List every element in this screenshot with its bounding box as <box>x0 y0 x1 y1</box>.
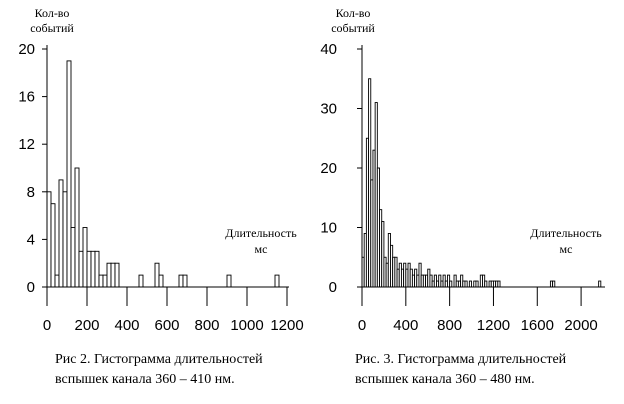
histogram-bar <box>54 274 60 288</box>
x-tick-label: 400 <box>114 317 139 334</box>
histogram-bar <box>497 280 501 288</box>
histogram-bar <box>598 280 602 288</box>
y-tick-label: 30 <box>320 101 337 118</box>
histogram-bar <box>468 280 472 288</box>
histogram-bar <box>74 167 80 288</box>
histogram-bar <box>50 203 56 288</box>
x-tick-label: 1200 <box>477 317 510 334</box>
y-tick-label: 0 <box>329 279 337 296</box>
histogram-bar <box>552 280 556 288</box>
x-tick-label: 1000 <box>230 317 263 334</box>
histogram-bar <box>90 250 96 288</box>
histogram-bar <box>449 280 453 288</box>
x-axis-label: мс <box>255 242 268 256</box>
histogram-bar <box>62 191 68 288</box>
y-axis-label: событий <box>331 21 375 35</box>
histogram-bar <box>110 262 116 288</box>
histogram-bar <box>70 227 76 288</box>
histogram-bar <box>274 274 280 288</box>
x-tick-label: 800 <box>194 317 219 334</box>
histogram-bar <box>98 274 104 288</box>
histogram-bar <box>484 280 488 288</box>
y-axis-label: Кол-во <box>35 6 70 20</box>
x-axis-label: мс <box>560 242 573 256</box>
histogram-bar <box>182 274 188 288</box>
histogram-bar <box>106 262 112 288</box>
histogram-bar <box>94 250 100 288</box>
figure-caption: вспышек канала 360 – 480 нм. <box>355 372 535 387</box>
y-axis-label: Кол-во <box>336 6 371 20</box>
x-tick-label: 1600 <box>521 317 554 334</box>
y-tick-label: 4 <box>27 231 35 248</box>
figure-caption: Рис 2. Гистограмма длительностей <box>55 352 263 367</box>
histogram-bar <box>82 227 88 288</box>
histogram-bar <box>158 274 164 288</box>
x-tick-label: 400 <box>393 317 418 334</box>
y-tick-label: 40 <box>320 41 337 58</box>
figure-caption: Рис. 3. Гистограмма длительностей <box>355 352 567 367</box>
x-axis-label: Длительность <box>530 226 602 240</box>
y-tick-label: 20 <box>320 160 337 177</box>
histogram-bar <box>114 262 120 288</box>
y-tick-label: 0 <box>27 279 35 296</box>
histogram-bar <box>464 280 468 288</box>
x-axis-label: Длительность <box>225 226 297 240</box>
histogram-bar <box>66 60 72 288</box>
histogram-bar <box>46 191 52 288</box>
y-tick-label: 12 <box>18 136 35 153</box>
x-tick-label: 2000 <box>564 317 597 334</box>
y-tick-label: 8 <box>27 184 35 201</box>
x-tick-label: 200 <box>74 317 99 334</box>
histogram-bar <box>78 250 84 288</box>
y-axis-label: событий <box>30 21 74 35</box>
figure-caption: вспышек канала 360 – 410 нм. <box>55 372 235 387</box>
histogram-bar <box>226 274 232 288</box>
x-tick-label: 0 <box>43 317 51 334</box>
x-tick-label: 1200 <box>270 317 303 334</box>
histogram-bar <box>475 280 479 288</box>
histogram-bar <box>58 179 64 288</box>
x-tick-label: 800 <box>437 317 462 334</box>
y-tick-label: 20 <box>18 41 35 58</box>
x-tick-label: 600 <box>154 317 179 334</box>
histogram-bar <box>178 274 184 288</box>
x-tick-label: 0 <box>358 317 366 334</box>
histogram-bar <box>138 274 144 288</box>
histogram-bar <box>102 274 108 288</box>
y-tick-label: 16 <box>18 89 35 106</box>
histogram-bar <box>86 250 92 288</box>
y-tick-label: 10 <box>320 220 337 237</box>
histogram-bar <box>154 262 160 288</box>
